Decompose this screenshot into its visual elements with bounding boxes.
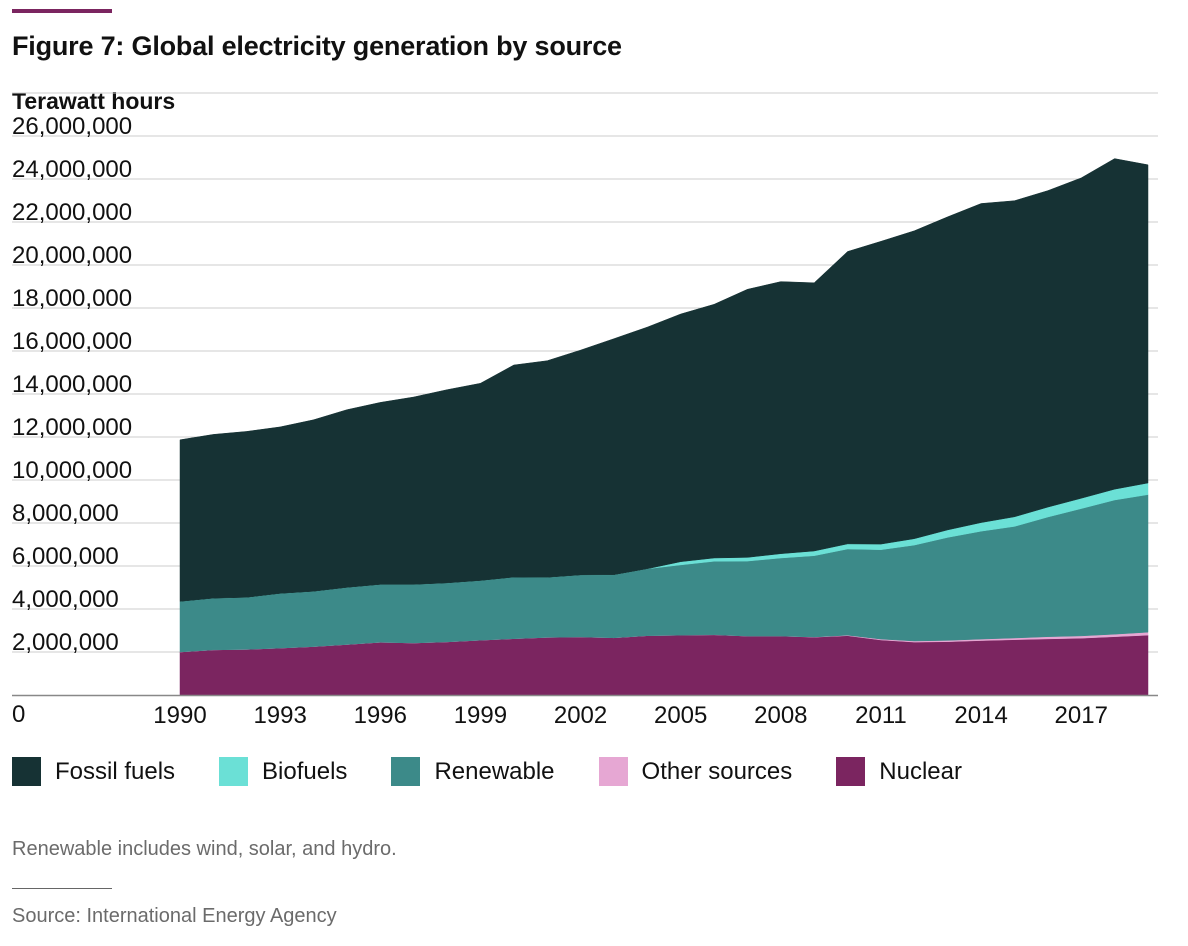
area-series — [179, 158, 1149, 696]
x-tick-label: 2008 — [754, 702, 807, 729]
legend-swatch-fossil-fuels — [12, 757, 41, 786]
y-tick-label: 2,000,000 — [12, 629, 119, 656]
title-accent-rule — [12, 9, 112, 13]
source-note: Source: International Energy Agency — [12, 905, 337, 927]
x-tick-label: 2002 — [554, 702, 607, 729]
y-tick-label: 16,000,000 — [12, 328, 132, 355]
x-tick-label: 1996 — [354, 702, 407, 729]
y-tick-labels: 0 2,000,000 4,000,000 6,000,000 8,000,000 10,… — [12, 113, 132, 728]
y-tick-label: 14,000,000 — [12, 371, 132, 398]
y-tick-label: 20,000,000 — [12, 242, 132, 269]
legend-label-other-sources: Other sources — [641, 757, 793, 785]
stacked-area-chart: 0 2,000,000 4,000,000 6,000,000 8,000,000 10,… — [12, 92, 1158, 729]
legend-label-fossil-fuels: Fossil fuels — [55, 757, 176, 785]
x-tick-label: 2017 — [1055, 702, 1108, 729]
y-tick-label: 6,000,000 — [12, 543, 119, 570]
legend-item-biofuels: Biofuels — [219, 757, 347, 786]
legend-swatch-nuclear — [836, 757, 866, 786]
footnote: Renewable includes wind, solar, and hydr… — [12, 838, 397, 860]
legend-swatch-biofuels — [219, 757, 249, 786]
legend-item-renewable: Renewable — [391, 757, 555, 786]
x-tick-label: 2011 — [855, 702, 907, 729]
y-tick-label: 24,000,000 — [12, 156, 132, 183]
legend-swatch-renewable — [391, 757, 421, 786]
y-tick-label: 0 — [12, 701, 25, 728]
legend-label-biofuels: Biofuels — [262, 757, 348, 785]
x-tick-label: 2014 — [954, 702, 1007, 729]
legend: Fossil fuels Biofuels Renewable Other so… — [12, 757, 1006, 786]
y-tick-label: 10,000,000 — [12, 457, 132, 484]
y-tick-label: 12,000,000 — [12, 414, 132, 441]
legend-item-nuclear: Nuclear — [836, 757, 962, 786]
x-tick-label: 1999 — [454, 702, 507, 729]
chart-title: Figure 7: Global electricity generation … — [12, 31, 622, 61]
legend-swatch-other-sources — [598, 757, 628, 786]
y-tick-label: 26,000,000 — [12, 113, 132, 140]
x-tick-labels: 1990 1993 1996 1999 2002 2005 2008 2011 2014 2017 — [153, 702, 1108, 729]
y-axis-unit-label: Terawatt hours — [12, 88, 176, 114]
legend-item-fossil-fuels: Fossil fuels — [12, 757, 175, 786]
y-tick-label: 4,000,000 — [12, 586, 119, 613]
footer-rule — [12, 888, 112, 889]
x-tick-label: 2005 — [654, 702, 707, 729]
x-tick-label: 1990 — [153, 702, 206, 729]
y-tick-label: 18,000,000 — [12, 285, 132, 312]
legend-label-nuclear: Nuclear — [879, 757, 962, 785]
y-tick-label: 8,000,000 — [12, 500, 119, 527]
area-fossil-fuels — [179, 158, 1149, 602]
legend-item-other-sources: Other sources — [598, 757, 793, 786]
x-tick-label: 1993 — [253, 702, 306, 729]
legend-label-renewable: Renewable — [434, 757, 555, 785]
y-tick-label: 22,000,000 — [12, 199, 132, 226]
